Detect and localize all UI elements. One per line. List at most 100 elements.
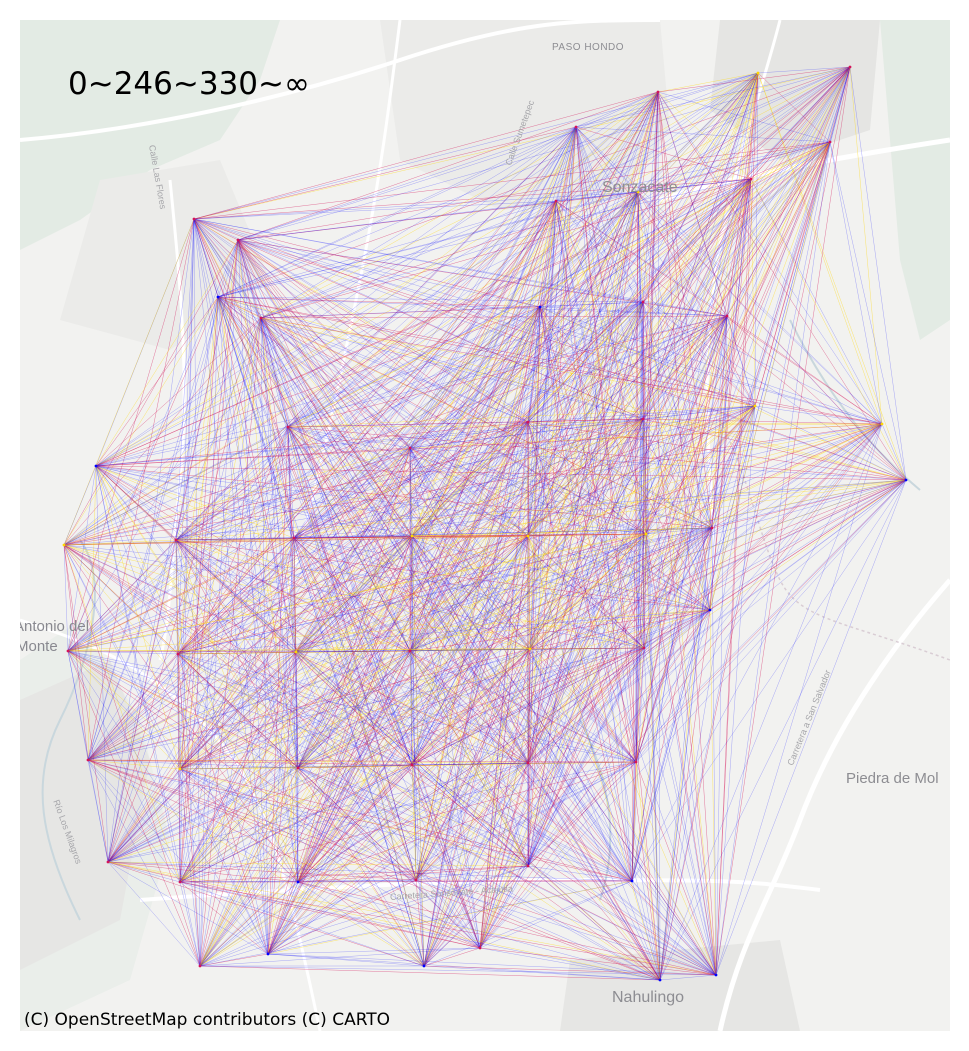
flow-edge xyxy=(411,764,633,882)
network-node-n14[interactable] xyxy=(725,314,729,318)
network-node-n8[interactable] xyxy=(749,177,753,181)
flow-edge xyxy=(293,191,639,539)
flow-edge xyxy=(409,533,647,652)
network-node-n7[interactable] xyxy=(636,190,640,194)
flow-edge xyxy=(642,301,711,611)
network-node-n38[interactable] xyxy=(86,758,90,762)
flow-edge xyxy=(635,479,907,763)
flow-edge xyxy=(95,423,883,467)
network-node-n41[interactable] xyxy=(410,763,414,767)
flow-edge xyxy=(415,126,577,881)
network-node-n11[interactable] xyxy=(259,316,263,320)
network-node-n26[interactable] xyxy=(292,536,296,540)
network-node-n42[interactable] xyxy=(526,761,530,765)
flow-edge xyxy=(179,768,425,967)
network-node-n25[interactable] xyxy=(174,538,178,542)
network-node-n48[interactable] xyxy=(526,864,530,868)
flow-edge xyxy=(527,865,661,981)
network-node-n53[interactable] xyxy=(478,946,482,950)
network-node-n52[interactable] xyxy=(422,964,426,968)
network-node-n15[interactable] xyxy=(554,199,558,203)
flow-edge xyxy=(479,418,644,949)
network-node-n29[interactable] xyxy=(644,532,648,536)
network-node-n30[interactable] xyxy=(710,526,714,530)
network-node-n19[interactable] xyxy=(94,464,98,468)
map-canvas[interactable] xyxy=(20,20,950,1031)
map-panel[interactable]: PASO HONDO Sonzacate Antonio del Monte P… xyxy=(20,20,950,1031)
flow-edge xyxy=(711,141,831,529)
flow-edge xyxy=(297,881,661,981)
network-node-n9[interactable] xyxy=(828,140,832,144)
flow-edge xyxy=(642,72,759,303)
flow-edge xyxy=(555,141,831,202)
network-node-n17[interactable] xyxy=(904,478,908,482)
flow-edge xyxy=(87,537,295,761)
flow-edge xyxy=(87,759,299,883)
network-node-n28[interactable] xyxy=(526,534,530,538)
network-node-n54[interactable] xyxy=(658,978,662,982)
network-node-n24[interactable] xyxy=(62,543,66,547)
network-node-n31[interactable] xyxy=(708,608,712,612)
network-node-n21[interactable] xyxy=(526,420,530,424)
network-node-n1[interactable] xyxy=(192,217,196,221)
flow-edge xyxy=(527,535,531,650)
network-node-n2[interactable] xyxy=(236,238,240,242)
flow-edge xyxy=(645,405,756,535)
flow-edge xyxy=(193,218,637,763)
flow-edge xyxy=(287,200,557,428)
network-node-n5[interactable] xyxy=(656,90,660,94)
network-node-n3[interactable] xyxy=(756,71,760,75)
network-node-n13[interactable] xyxy=(641,300,645,304)
flow-edge xyxy=(411,418,644,537)
flow-edge xyxy=(575,91,659,128)
flow-edge xyxy=(527,479,907,764)
network-node-n51[interactable] xyxy=(266,952,270,956)
network-node-n35[interactable] xyxy=(408,649,412,653)
network-nodes-layer xyxy=(62,65,908,982)
flow-edge xyxy=(642,66,851,420)
place-label-nahulingo: Nahulingo xyxy=(612,989,685,1006)
network-node-n40[interactable] xyxy=(296,766,300,770)
flow-edge xyxy=(637,191,713,529)
network-node-n6[interactable] xyxy=(574,125,578,129)
flow-edge xyxy=(67,418,644,652)
network-node-n33[interactable] xyxy=(176,652,180,656)
network-node-n46[interactable] xyxy=(296,880,300,884)
network-node-n34[interactable] xyxy=(294,650,298,654)
flow-edge xyxy=(63,544,529,867)
network-node-n43[interactable] xyxy=(634,760,638,764)
network-node-n36[interactable] xyxy=(528,647,532,651)
flow-edge xyxy=(643,647,717,976)
network-node-n16[interactable] xyxy=(880,422,884,426)
network-node-n27[interactable] xyxy=(410,534,414,538)
flow-edge xyxy=(175,423,883,541)
network-node-n18[interactable] xyxy=(286,425,290,429)
network-node-n10[interactable] xyxy=(216,295,220,299)
network-node-n44[interactable] xyxy=(106,860,110,864)
network-node-n23[interactable] xyxy=(753,404,757,408)
flow-edge xyxy=(423,527,713,967)
flow-edge xyxy=(95,465,711,611)
network-node-n55[interactable] xyxy=(714,973,718,977)
network-node-n32[interactable] xyxy=(66,649,70,653)
network-node-n47[interactable] xyxy=(414,878,418,882)
network-node-n45[interactable] xyxy=(178,880,182,884)
network-node-n12[interactable] xyxy=(538,305,542,309)
flow-edge xyxy=(297,761,637,883)
flow-edge xyxy=(709,609,717,976)
flow-edge xyxy=(575,126,717,976)
flow-edge xyxy=(267,535,529,955)
network-node-n39[interactable] xyxy=(178,767,182,771)
network-node-n4[interactable] xyxy=(848,65,852,69)
flow-edge xyxy=(107,533,647,863)
network-node-n22[interactable] xyxy=(641,417,645,421)
flow-edge xyxy=(107,317,262,863)
network-node-n37[interactable] xyxy=(642,646,646,650)
network-node-n20[interactable] xyxy=(408,446,412,450)
network-node-n50[interactable] xyxy=(198,964,202,968)
network-node-n49[interactable] xyxy=(630,879,634,883)
flow-edge xyxy=(527,126,577,867)
flow-edge xyxy=(237,239,907,481)
park-area xyxy=(880,20,950,340)
flow-edge xyxy=(297,191,639,769)
